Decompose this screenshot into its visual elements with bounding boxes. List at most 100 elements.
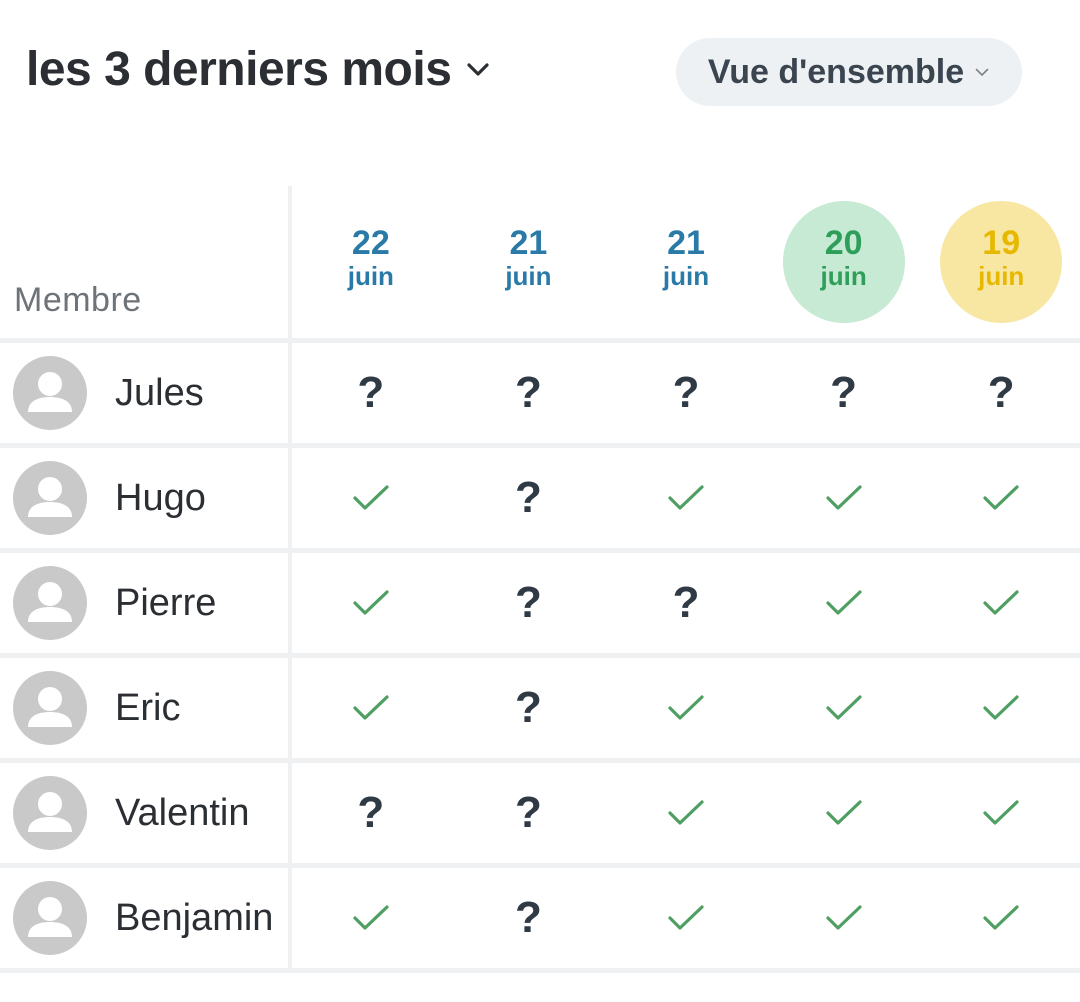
check-icon [981,688,1021,728]
status-cell[interactable]: ? [922,343,1080,443]
check-icon [666,793,706,833]
status-cell[interactable]: ? [292,763,450,863]
date-month: juin [662,261,710,291]
date-column-header[interactable]: 21 juin [607,186,765,338]
status-cell[interactable] [765,658,923,758]
check-icon [351,478,391,518]
status-cell[interactable]: ? [765,343,923,443]
date-day: 21 [509,224,548,262]
check-icon [824,478,864,518]
member-cell[interactable]: Eric [0,658,293,758]
member-cell[interactable]: Pierre [0,553,293,653]
question-mark: ? [514,683,542,732]
check-icon [824,688,864,728]
date-header-cells: 22 juin 21 juin 21 juin 20 juin 19 juin [292,186,1080,338]
view-label: Vue d'ensemble [707,52,965,91]
status-cell[interactable] [292,658,450,758]
status-cells: ????? [292,343,1080,443]
status-cell[interactable] [607,658,765,758]
status-cell[interactable]: ? [450,553,608,653]
person-icon [13,461,87,535]
member-column-header: Membre [0,186,293,338]
date-column-header[interactable]: 22 juin [292,186,450,338]
member-cell[interactable]: Valentin [0,763,293,863]
date-month: juin [820,261,867,291]
question-mark: ? [357,368,385,417]
status-cell[interactable] [292,553,450,653]
date-month: juin [347,261,394,291]
member-rows: Jules????? Hugo? Pierre?? Eric? Valentin?? Be… [0,338,1080,973]
chevron-down-icon [974,64,990,80]
person-icon [13,671,87,745]
status-cell[interactable] [765,553,923,653]
check-icon [351,688,391,728]
status-cell[interactable]: ? [292,343,450,443]
question-mark: ? [514,893,542,942]
date-column-header[interactable]: 19 juin [922,186,1080,338]
check-icon [981,583,1021,623]
date-day: 21 [667,224,705,262]
date-day: 20 [824,224,863,262]
status-cell[interactable]: ? [607,553,765,653]
member-cell[interactable]: Benjamin [0,868,293,968]
status-cell[interactable]: ? [450,448,608,548]
table-row: Valentin?? [0,758,1080,863]
status-cell[interactable] [922,448,1080,548]
question-mark: ? [830,368,858,417]
status-cells: ? [292,658,1080,758]
status-cell[interactable] [922,763,1080,863]
status-cells: ? [292,448,1080,548]
person-icon [13,881,87,955]
date-column-header[interactable]: 20 juin [765,186,923,338]
date-day: 22 [351,224,390,262]
period-selector[interactable]: les 3 derniers mois [26,38,491,102]
question-mark: ? [514,578,542,627]
date-month: juin [978,261,1025,291]
table-header-row: Membre 22 juin 21 juin 21 juin 20 juin 19 juin [0,186,1080,338]
member-column-label: Membre [14,281,142,319]
status-cell[interactable] [765,448,923,548]
status-cells: ? [292,868,1080,968]
status-cell[interactable] [292,868,450,968]
status-cell[interactable] [292,448,450,548]
check-icon [351,583,391,623]
check-icon [351,898,391,938]
person-icon [13,356,87,430]
member-name: Hugo [115,476,206,519]
date-badge: 21 juin [625,201,747,323]
question-mark: ? [672,368,700,417]
status-cell[interactable] [765,763,923,863]
table-row: Eric? [0,653,1080,758]
date-badge: 19 juin [940,201,1063,323]
date-column-header[interactable]: 21 juin [450,186,608,338]
person-icon [13,566,87,640]
status-cell[interactable] [922,868,1080,968]
question-mark: ? [514,473,542,522]
check-icon [666,688,706,728]
status-cell[interactable] [765,868,923,968]
table-row: Benjamin? [0,863,1080,973]
status-cell[interactable] [607,868,765,968]
question-mark: ? [987,368,1015,417]
status-cell[interactable]: ? [607,343,765,443]
status-cell[interactable]: ? [450,868,608,968]
status-cells: ?? [292,553,1080,653]
question-mark: ? [514,788,542,837]
status-cell[interactable] [607,763,765,863]
view-selector[interactable]: Vue d'ensemble [676,38,1022,106]
status-cell[interactable]: ? [450,343,608,443]
status-cell[interactable] [922,658,1080,758]
status-cell[interactable] [607,448,765,548]
status-cell[interactable] [922,553,1080,653]
question-mark: ? [357,788,385,837]
question-mark: ? [672,578,700,627]
status-cell[interactable]: ? [450,658,608,758]
table-row: Jules????? [0,338,1080,443]
check-icon [981,898,1021,938]
member-cell[interactable]: Jules [0,343,293,443]
date-badge: 22 juin [310,201,432,323]
member-name: Jules [115,371,204,414]
member-cell[interactable]: Hugo [0,448,293,548]
check-icon [981,478,1021,518]
status-cell[interactable]: ? [450,763,608,863]
